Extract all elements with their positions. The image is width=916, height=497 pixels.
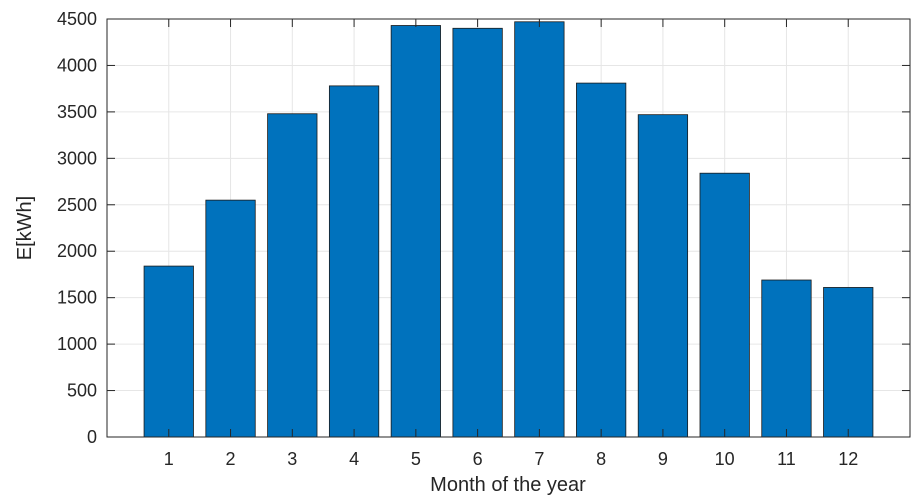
- x-tick-label: 12: [838, 449, 858, 469]
- x-tick-label: 8: [596, 449, 606, 469]
- bar-month-9: [637, 114, 689, 438]
- axes-box: [106, 18, 911, 438]
- y-tick-label: 4000: [57, 55, 97, 75]
- y-tick-label: 0: [87, 427, 97, 447]
- x-tick-label: 2: [226, 449, 236, 469]
- x-axis-title: Month of the year: [430, 474, 586, 496]
- x-tick-label: 7: [534, 449, 544, 469]
- x-tick-label: 1: [164, 449, 174, 469]
- bars-layer: [143, 21, 874, 438]
- bar-month-6: [452, 27, 503, 438]
- y-tick-label: 500: [67, 381, 97, 401]
- x-ticks: 1 2 3 4 5 6 7 8 9 10 11 12: [164, 19, 858, 469]
- bar-month-3: [267, 113, 318, 438]
- bar-month-4: [328, 85, 380, 438]
- bar-month-11: [761, 279, 812, 438]
- y-tick-label: 3500: [57, 102, 97, 122]
- bar-month-7: [514, 21, 565, 438]
- y-ticks: 0 500 1000 1500 2000 2500 3000 3500 4000 4500: [57, 9, 910, 447]
- x-tick-label: 5: [411, 449, 421, 469]
- bar-month-1: [143, 265, 194, 438]
- bar-month-10: [699, 172, 750, 438]
- y-tick-label: 3000: [57, 148, 97, 168]
- x-tick-label: 10: [715, 449, 735, 469]
- x-tick-label: 11: [777, 449, 796, 469]
- bar-month-12: [823, 287, 874, 438]
- y-tick-label: 4500: [57, 9, 97, 29]
- y-tick-label: 1500: [57, 288, 97, 308]
- y-tick-label: 2500: [57, 195, 97, 215]
- y-tick-label: 2000: [57, 241, 97, 261]
- x-tick-label: 9: [658, 449, 668, 469]
- bar-month-2: [205, 199, 256, 438]
- x-tick-label: 4: [349, 449, 359, 469]
- y-axis-title: E[kWh]: [14, 196, 36, 260]
- x-tick-label: 6: [473, 449, 483, 469]
- bar-month-8: [576, 82, 627, 438]
- axes-frame: [106, 18, 911, 438]
- x-tick-label: 3: [287, 449, 297, 469]
- bar-month-5: [390, 25, 441, 438]
- y-tick-label: 1000: [57, 334, 97, 354]
